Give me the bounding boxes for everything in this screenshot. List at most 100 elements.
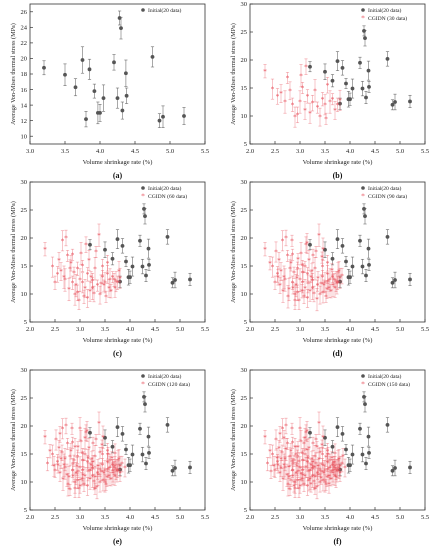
data-point: * — [321, 476, 325, 485]
data-point: * — [101, 461, 105, 470]
data-point: * — [293, 443, 297, 452]
data-point: * — [66, 252, 70, 261]
legend-marker — [141, 186, 145, 190]
data-point: * — [104, 480, 108, 489]
legend-marker: * — [141, 380, 145, 389]
panel-label: (d) — [333, 349, 343, 358]
series-initial — [88, 391, 192, 477]
data-point: * — [286, 480, 290, 489]
data-point — [42, 65, 46, 70]
x-tick-label: 5.0 — [396, 514, 404, 521]
data-point: * — [43, 245, 47, 254]
data-point — [335, 425, 340, 430]
data-point: * — [276, 461, 280, 470]
data-point: * — [318, 479, 322, 488]
data-point: * — [81, 471, 85, 480]
plot-frame — [249, 3, 426, 145]
panel-label: (b) — [333, 171, 343, 180]
data-point: * — [108, 464, 112, 473]
data-point: * — [307, 256, 311, 265]
data-point — [360, 452, 365, 457]
data-point — [98, 110, 102, 115]
data-point — [390, 468, 395, 473]
y-tick-label: 5 — [244, 141, 247, 148]
data-point: * — [331, 281, 335, 290]
x-tick-label: 2.5 — [271, 148, 279, 155]
data-point: * — [98, 465, 102, 474]
data-point: * — [117, 455, 121, 464]
data-point: * — [314, 248, 318, 257]
legend-label: Initial(20 data) — [148, 373, 182, 380]
data-point — [344, 81, 348, 86]
data-point: * — [318, 448, 322, 457]
data-point — [308, 64, 312, 69]
data-point: * — [312, 478, 316, 487]
data-point: * — [288, 86, 292, 95]
data-point — [393, 100, 397, 104]
data-point: * — [68, 485, 72, 494]
data-point: * — [326, 270, 330, 279]
y-axis-label: Average Von-Mises thermal stress (MPa) — [230, 389, 237, 491]
data-point — [84, 117, 88, 122]
data-point: * — [98, 448, 102, 457]
data-point: * — [310, 267, 314, 276]
data-point — [173, 278, 177, 282]
data-point: * — [308, 287, 312, 296]
data-point: * — [73, 443, 77, 452]
data-point: * — [321, 288, 325, 297]
data-point — [142, 394, 146, 399]
y-tick-label: 15 — [241, 451, 248, 458]
legend-label: Initial(20 data) — [368, 7, 402, 14]
data-point: * — [111, 466, 115, 475]
data-point: * — [315, 295, 319, 304]
data-point: * — [273, 466, 277, 475]
data-point: * — [316, 274, 320, 283]
data-point: * — [67, 473, 71, 482]
legend: Initial(20 data)* CGIDN (60 data) — [141, 185, 187, 201]
data-point: * — [93, 264, 97, 273]
data-point: * — [282, 273, 286, 282]
y-tick-label: 16 — [21, 87, 28, 94]
data-point: * — [284, 234, 288, 243]
data-point: * — [302, 440, 306, 449]
series-cgidn: ****************************************… — [43, 411, 127, 500]
x-tick-label: 4.5 — [371, 326, 379, 333]
y-tick-label: 20 — [241, 57, 248, 64]
data-point: * — [328, 98, 332, 107]
data-point: * — [48, 447, 52, 456]
data-point: * — [97, 231, 101, 240]
data-point: * — [291, 250, 295, 259]
data-point: * — [91, 440, 95, 449]
data-point: * — [316, 103, 320, 112]
x-tick-label: 2.0 — [246, 514, 254, 521]
data-point: * — [327, 480, 331, 489]
series-initial — [88, 203, 192, 289]
data-point — [161, 114, 165, 119]
data-point: * — [66, 480, 70, 489]
y-tick-label: 25 — [21, 207, 28, 214]
data-point: * — [301, 471, 305, 480]
data-point: * — [292, 268, 296, 277]
data-point — [366, 246, 371, 251]
data-point: * — [82, 292, 86, 301]
data-point — [110, 256, 115, 261]
data-point: * — [291, 284, 295, 293]
data-point: * — [91, 472, 95, 481]
data-point: * — [266, 460, 270, 469]
data-point: * — [328, 464, 332, 473]
data-point: * — [338, 469, 342, 478]
data-point: * — [106, 458, 110, 467]
data-point — [367, 450, 371, 455]
data-point: * — [340, 272, 344, 281]
data-point — [130, 264, 135, 269]
data-point: * — [296, 452, 300, 461]
data-point: * — [276, 273, 280, 282]
data-point — [146, 246, 151, 251]
data-point: * — [102, 281, 106, 290]
data-point: * — [80, 475, 84, 484]
legend-marker — [361, 374, 365, 378]
data-point: * — [78, 424, 82, 433]
data-point: * — [301, 268, 305, 277]
legend-marker: * — [361, 380, 365, 389]
data-point — [350, 86, 355, 91]
